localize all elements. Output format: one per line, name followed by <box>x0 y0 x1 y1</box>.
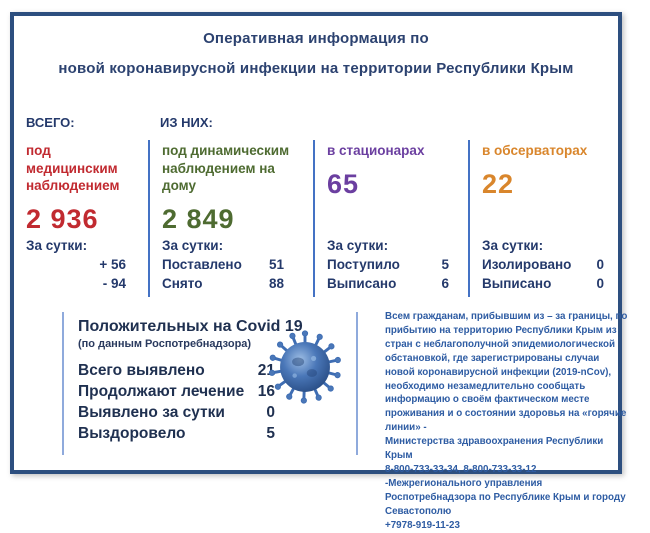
page-title: Оперативная информация по новой коронави… <box>14 30 618 77</box>
stat-label: в стационарах <box>327 142 464 160</box>
daily-label: Изолировано <box>482 257 571 272</box>
title-line-2: новой коронавирусной инфекции на террито… <box>14 60 618 77</box>
stat-value: 2 849 <box>162 204 309 235</box>
stats-grid: под медицинским наблюдением 2 936 под ди… <box>24 140 620 241</box>
daily-value: 88 <box>269 276 284 291</box>
daily-hospitals: За сутки: Поступило 5 Выписано 6 <box>313 236 468 297</box>
stat-home-observation: под динамическим наблюдением на дому 2 8… <box>148 140 313 241</box>
covid-positive-panel: Положительных на Covid 19 (по данным Рос… <box>62 312 358 455</box>
daily-title: За сутки: <box>26 238 144 253</box>
daily-value: 0 <box>596 276 604 291</box>
header-of-them: ИЗ НИХ: <box>148 115 313 130</box>
daily-value: 5 <box>441 257 449 272</box>
covid-stat-label: Выздоровело <box>78 425 185 443</box>
daily-title: За сутки: <box>327 238 464 253</box>
covid-stat-label: Всего выявлено <box>78 362 205 380</box>
daily-value: - 94 <box>103 276 126 291</box>
daily-value: 6 <box>441 276 449 291</box>
covid-stat-row: Продолжают лечение 16 <box>78 383 275 401</box>
covid-stat-label: Продолжают лечение <box>78 383 244 401</box>
daily-home: За сутки: Поставлено 51 Снято 88 <box>148 236 313 297</box>
daily-title: За сутки: <box>482 238 616 253</box>
hotline-notice-text: Всем гражданам, прибывшим из – за границ… <box>385 310 631 533</box>
daily-observators: За сутки: Изолировано 0 Выписано 0 <box>468 236 620 297</box>
daily-value: + 56 <box>99 257 126 272</box>
stat-medical-observation: под медицинским наблюдением 2 936 <box>24 140 148 241</box>
title-line-1: Оперативная информация по <box>14 30 618 47</box>
section-headers: ВСЕГО: ИЗ НИХ: <box>24 115 620 130</box>
coronavirus-icon <box>262 324 348 410</box>
stat-value: 2 936 <box>26 204 144 235</box>
covid-stat-row: Выздоровело 5 <box>78 425 275 443</box>
covid-stat-label: Выявлено за сутки <box>78 404 225 422</box>
stat-hospitals: в стационарах 65 <box>313 140 468 241</box>
stat-label: под динамическим наблюдением на дому <box>162 142 309 195</box>
covid-stat-row: Всего выявлено 21 <box>78 362 275 380</box>
daily-value: 0 <box>596 257 604 272</box>
stat-label: под медицинским наблюдением <box>26 142 144 195</box>
header-total: ВСЕГО: <box>24 115 148 130</box>
stat-value: 65 <box>327 169 464 200</box>
daily-label: Снято <box>162 276 202 291</box>
daily-title: За сутки: <box>162 238 309 253</box>
stat-value: 22 <box>482 169 616 200</box>
daily-label: Выписано <box>482 276 551 291</box>
stat-observators: в обсерваторах 22 <box>468 140 620 241</box>
covid-stat-row: Выявлено за сутки 0 <box>78 404 275 422</box>
covid-stat-value: 5 <box>266 425 275 443</box>
daily-medical: За сутки: + 56 - 94 <box>24 236 148 297</box>
info-board-frame: Оперативная информация по новой коронави… <box>10 12 622 474</box>
daily-value: 51 <box>269 257 284 272</box>
daily-label: Поставлено <box>162 257 242 272</box>
daily-label: Выписано <box>327 276 396 291</box>
daily-label: Поступило <box>327 257 400 272</box>
stat-label: в обсерваторах <box>482 142 616 160</box>
daily-grid: За сутки: + 56 - 94 За сутки: Поставлено… <box>24 236 620 297</box>
